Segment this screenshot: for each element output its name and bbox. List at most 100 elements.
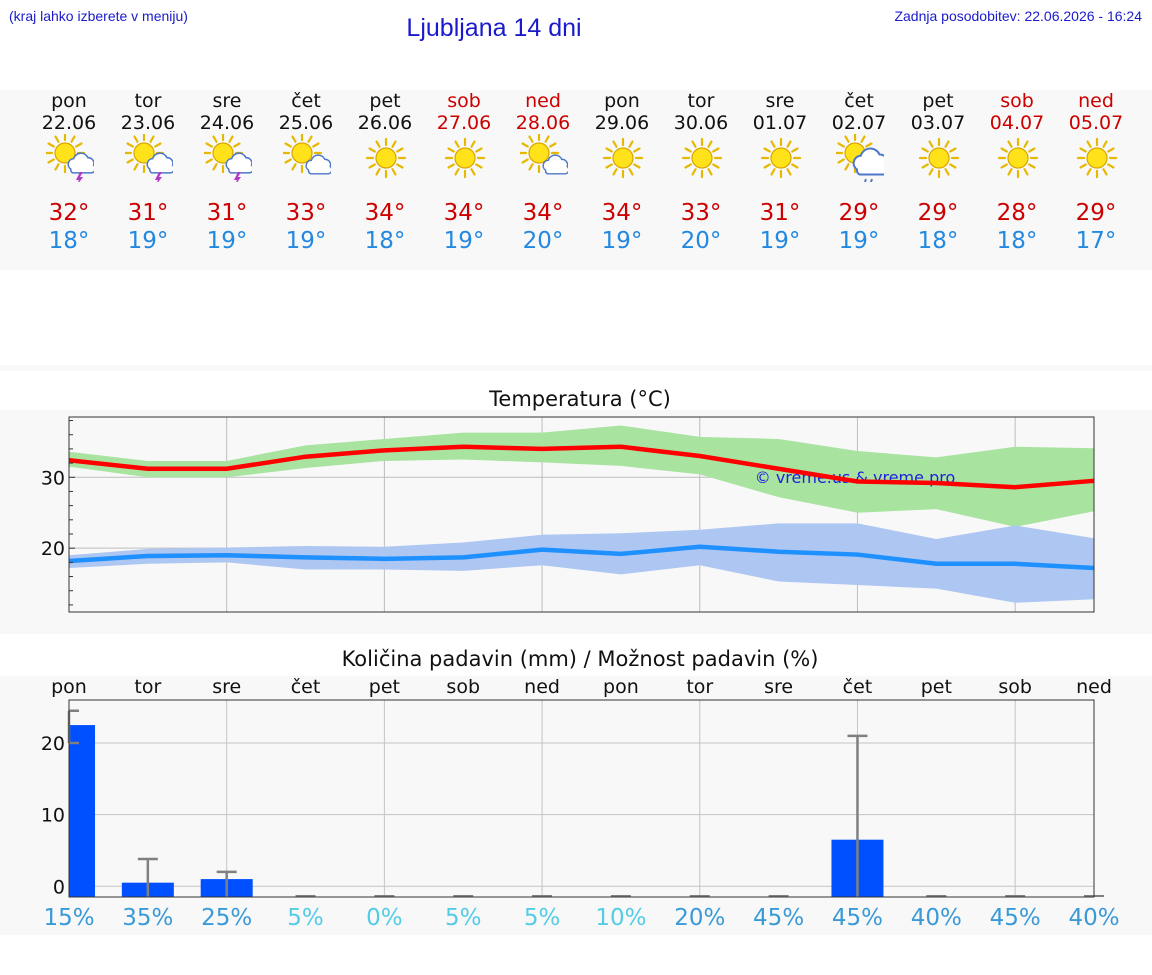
sun-icon [519, 134, 559, 174]
sun-cloud-lightning-icon [45, 134, 94, 182]
temp-max: 31° [759, 200, 801, 226]
temp-max: 34° [364, 200, 406, 226]
temp-max: 29° [917, 200, 959, 226]
temp-max: 31° [127, 200, 169, 226]
day-name: tor [687, 90, 715, 112]
tmin-line [68, 544, 1095, 571]
day-name: ned [525, 90, 561, 112]
precip-probability: 10% [595, 905, 647, 931]
temp-max: 29° [838, 200, 880, 226]
day-name: ned [1078, 90, 1114, 112]
precip-day-label: ned [524, 676, 560, 698]
precip-day-label: pet [368, 676, 400, 698]
day-column: ned 28.06 34° 20° [504, 90, 583, 270]
day-column: tor 23.06 31° 19° [109, 90, 188, 270]
temp-max: 34° [522, 200, 564, 226]
precip-probability: 5% [444, 905, 482, 931]
day-name: pet [922, 90, 954, 112]
sun-icon [444, 137, 485, 179]
temp-min: 19° [285, 228, 327, 254]
day-column: pon 22.06 32° 18° [30, 90, 109, 270]
day-date: 25.06 [278, 112, 334, 134]
precipitation-chart: 0 10 20 [41, 699, 1104, 898]
page-title: Ljubljana 14 dni [406, 14, 582, 42]
day-name: sob [447, 90, 481, 112]
precip-day-label: sob [446, 676, 481, 698]
day-column: sre 01.07 31° 19° [741, 90, 820, 270]
precip-probability: 15% [43, 905, 95, 931]
lightning-icon [154, 172, 162, 182]
sun-icon [1076, 137, 1117, 179]
sun-icon [45, 134, 85, 174]
y-tick-label: 30 [41, 467, 65, 489]
temp-min: 18° [996, 228, 1038, 254]
temp-min: 19° [601, 228, 643, 254]
day-column: čet 25.06 33° 19° [267, 90, 346, 270]
day-column: sre 24.06 31° 19° [188, 90, 267, 270]
temp-max: 29° [1075, 200, 1117, 226]
day-date: 04.07 [989, 112, 1045, 134]
day-name: sob [1000, 90, 1034, 112]
tmax-line [68, 444, 1095, 490]
y-tick-label: 20 [41, 538, 65, 560]
precip-day-label: pon [603, 676, 639, 698]
cloud-icon [66, 152, 94, 174]
precip-day-label: sob [998, 676, 1032, 698]
temp-max: 33° [680, 200, 722, 226]
plot-area [69, 700, 1094, 897]
lightning-icon [75, 172, 83, 182]
precip-day-label: sre [764, 676, 794, 698]
plot-frame [68, 699, 1095, 898]
temp-min: 19° [759, 228, 801, 254]
cloud-icon [541, 154, 568, 175]
day-date: 23.06 [120, 112, 176, 134]
day-name: sre [212, 90, 242, 112]
temp-max: 28° [996, 200, 1038, 226]
day-date: 22.06 [41, 112, 97, 134]
precip-probability: 0% [366, 905, 403, 931]
temp-min: 19° [838, 228, 880, 254]
sun-cloud-rain-icon [835, 134, 884, 182]
sun-icon [918, 137, 959, 179]
sun-icon [681, 137, 722, 179]
sun-icon [444, 137, 485, 179]
tmin-range-band [69, 523, 1094, 603]
day-date: 01.07 [752, 112, 808, 134]
temp-max: 32° [48, 200, 90, 226]
cloud-icon [145, 152, 173, 174]
precip-bar [69, 725, 95, 897]
day-column: sob 27.06 34° 19° [425, 90, 504, 270]
precip-day-label: tor [134, 676, 162, 698]
day-name: pet [369, 90, 401, 112]
temp-max: 31° [206, 200, 248, 226]
y-tick-label: 20 [41, 733, 65, 755]
y-tick-label: 10 [41, 805, 65, 827]
temp-min: 19° [127, 228, 169, 254]
precip-day-label: pon [51, 676, 87, 698]
sun-icon [681, 137, 722, 179]
sun-small-cloud-icon [282, 134, 331, 175]
temp-min: 19° [206, 228, 248, 254]
cloud-icon [852, 147, 884, 176]
precip-probability: 25% [201, 905, 253, 931]
day-name: tor [134, 90, 162, 112]
plot-frame [68, 416, 1095, 613]
precip-probability: 45% [753, 905, 805, 931]
precip-day-label: ned [1076, 676, 1112, 698]
precip-probability: 40% [1068, 905, 1120, 931]
temp-max: 34° [601, 200, 643, 226]
sun-icon [1076, 137, 1117, 179]
cloud-icon [224, 152, 252, 174]
day-date: 24.06 [199, 112, 255, 134]
day-column: sob 04.07 28° 18° [978, 90, 1057, 270]
temp-min: 20° [522, 228, 564, 254]
precip-day-label: čet [290, 676, 321, 698]
precipitation-day-labels: pon tor sre čet pet sob ned pon tor sre čet pet sob n… [0, 676, 1152, 698]
precip-day-label: sre [212, 676, 242, 698]
day-date: 26.06 [357, 112, 413, 134]
day-name: čet [291, 90, 321, 112]
precip-day-label: pet [920, 676, 952, 698]
sun-icon [602, 137, 643, 179]
precipitation-chart-title: Količina padavin (mm) / Možnost padavin … [341, 647, 819, 671]
temp-min: 18° [364, 228, 406, 254]
